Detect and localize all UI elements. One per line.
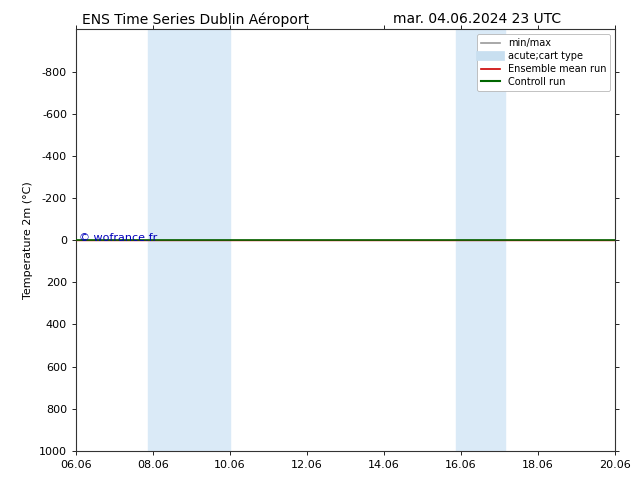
Legend: min/max, acute;cart type, Ensemble mean run, Controll run: min/max, acute;cart type, Ensemble mean … <box>477 34 610 91</box>
Bar <box>148 29 176 451</box>
Text: mar. 04.06.2024 23 UTC: mar. 04.06.2024 23 UTC <box>393 12 561 26</box>
Text: © wofrance.fr: © wofrance.fr <box>79 233 157 243</box>
Bar <box>484 29 505 451</box>
Bar <box>456 29 484 451</box>
Y-axis label: Temperature 2m (°C): Temperature 2m (°C) <box>23 181 34 299</box>
Text: ENS Time Series Dublin Aéroport: ENS Time Series Dublin Aéroport <box>82 12 309 27</box>
Bar <box>176 29 230 451</box>
